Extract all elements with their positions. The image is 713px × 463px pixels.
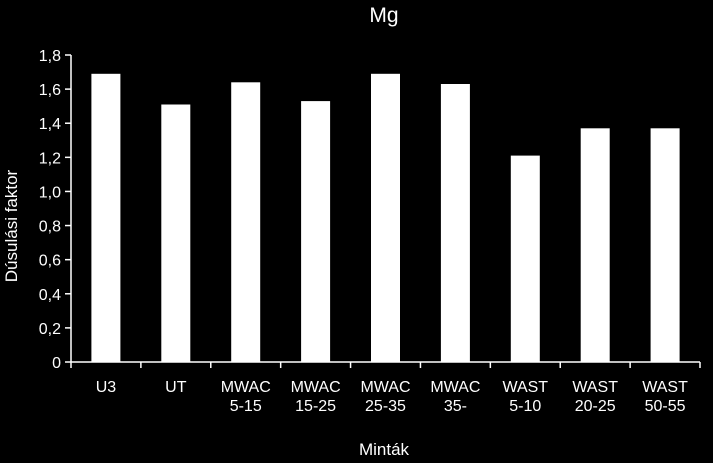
x-tick-label: MWAC 25-35 — [360, 379, 410, 415]
y-tick-label: 1,8 — [39, 48, 61, 65]
bar — [161, 104, 191, 362]
x-tick-label: MWAC 5-15 — [221, 379, 271, 415]
y-axis-label: Dúsulási faktor — [2, 169, 21, 282]
bar — [231, 82, 261, 363]
x-tick-label: U3 — [96, 379, 117, 396]
bars-group — [91, 73, 680, 363]
chart-title: Mg — [369, 4, 398, 27]
bar — [371, 73, 400, 363]
x-tick-label: WAST 20-25 — [572, 379, 618, 415]
x-tick-label: UT — [165, 379, 187, 396]
x-tick-label: WAST 50-55 — [642, 379, 688, 415]
y-tick-label: 1,4 — [39, 116, 61, 133]
x-tick-label: MWAC 15-25 — [291, 379, 341, 415]
bar — [91, 73, 121, 363]
y-ticks-group: 0 0,2 0,4 0,6 0,8 1,0 1,2 1,4 1,6 1,8 — [39, 48, 71, 372]
y-tick-label: 0,8 — [39, 219, 61, 236]
y-tick-label: 1,2 — [39, 150, 61, 167]
y-tick-label: 1,6 — [39, 82, 61, 99]
y-tick-label: 0,4 — [39, 287, 61, 304]
x-tick-label: WAST 5-10 — [502, 379, 548, 415]
y-tick-label: 0 — [52, 355, 61, 372]
bar — [440, 84, 470, 362]
axes-group — [70, 55, 700, 363]
x-tick-label: MWAC 35- — [430, 379, 480, 415]
bar — [580, 128, 610, 362]
y-tick-label: 0,2 — [39, 321, 61, 338]
x-axis-label: Minták — [359, 440, 410, 458]
y-tick-label: 1,0 — [39, 184, 61, 201]
y-tick-label: 0,6 — [39, 253, 61, 270]
bar — [301, 101, 331, 362]
bar — [650, 128, 680, 362]
bar — [510, 155, 540, 362]
x-ticks-group: U3 UT MWAC 5-15 MWAC 15-25 MWAC 25-35 MWAC 35- WAS… — [70, 362, 701, 415]
